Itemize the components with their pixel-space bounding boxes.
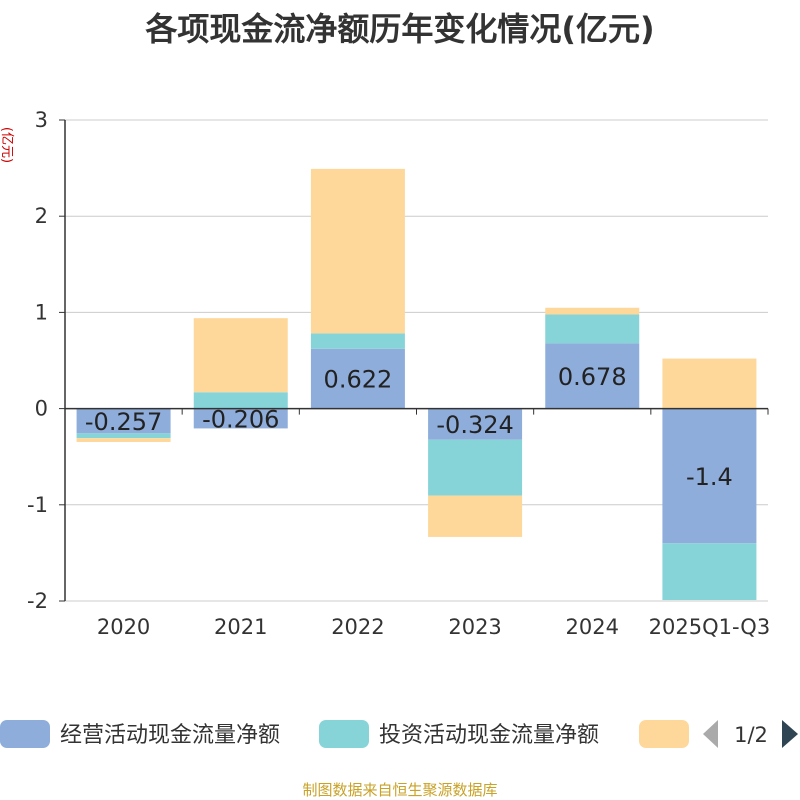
bar-2025Q1-Q3 [662,543,757,601]
x-tick-label: 2025Q1-Q3 [649,615,771,639]
data-label: 0.678 [558,363,627,391]
y-tick-label: 1 [35,300,48,324]
legend-label: 经营活动现金流量净额 [60,723,280,748]
bar-2021 [193,408,288,429]
bar-2020 [76,408,171,434]
data-label: -0.324 [436,411,513,439]
y-axis-label: (亿元) [0,127,14,163]
legend-swatch [319,720,369,748]
source-note: 制图数据来自恒生聚源数据库 [302,781,498,799]
bar-2025Q1-Q3 [662,358,757,409]
y-tick-label: -2 [27,589,48,613]
x-tick-label: 2024 [566,615,619,639]
bar-2024 [545,343,640,409]
bar-2023 [428,408,523,440]
chart-title: 各项现金流净额历年变化情况(亿元) [145,10,655,48]
x-tick-label: 2023 [448,615,501,639]
data-label: 0.622 [324,366,393,394]
bar-2022 [310,333,405,349]
bar-2021 [193,318,288,393]
legend-next-arrow-icon [782,720,798,748]
bar-2024 [545,314,640,344]
legend-page-indicator: 1/2 [734,723,768,747]
bar-2021 [193,392,288,409]
bar-2024 [545,307,640,315]
bar-2020 [76,438,171,442]
x-tick-label: 2020 [97,615,150,639]
x-tick-label: 2021 [214,615,267,639]
data-labels: -0.257 -0.206 0.622 -0.324 0.678 -1.4 [85,363,733,491]
legend-label: 投资活动现金流量净额 [379,723,599,748]
legend-swatch [0,720,50,748]
bar-2022 [310,348,405,409]
axes: -2 -1 0 1 2 3 (亿元) 2020 2021 2022 2023 2024 2025Q1-Q… [0,108,770,639]
legend-prev-arrow-icon [703,720,718,748]
data-label: -1.4 [686,463,733,491]
bar-2022 [310,168,405,334]
y-tick-label: 3 [35,108,48,132]
data-label: -0.257 [85,408,162,436]
bars [76,168,757,601]
y-tick-label: 0 [35,397,48,421]
bar-2023 [428,495,523,537]
data-label: -0.206 [202,406,279,434]
bar-2025Q1-Q3 [662,408,757,544]
bar-2023 [428,439,523,496]
x-tick-label: 2022 [331,615,384,639]
bar-2020 [76,433,171,439]
y-tick-label: 2 [35,204,48,228]
legend: 经营活动现金流量净额 投资活动现金流量净额 1/2 [0,720,798,748]
legend-swatch [639,720,689,748]
y-tick-label: -1 [27,493,48,517]
